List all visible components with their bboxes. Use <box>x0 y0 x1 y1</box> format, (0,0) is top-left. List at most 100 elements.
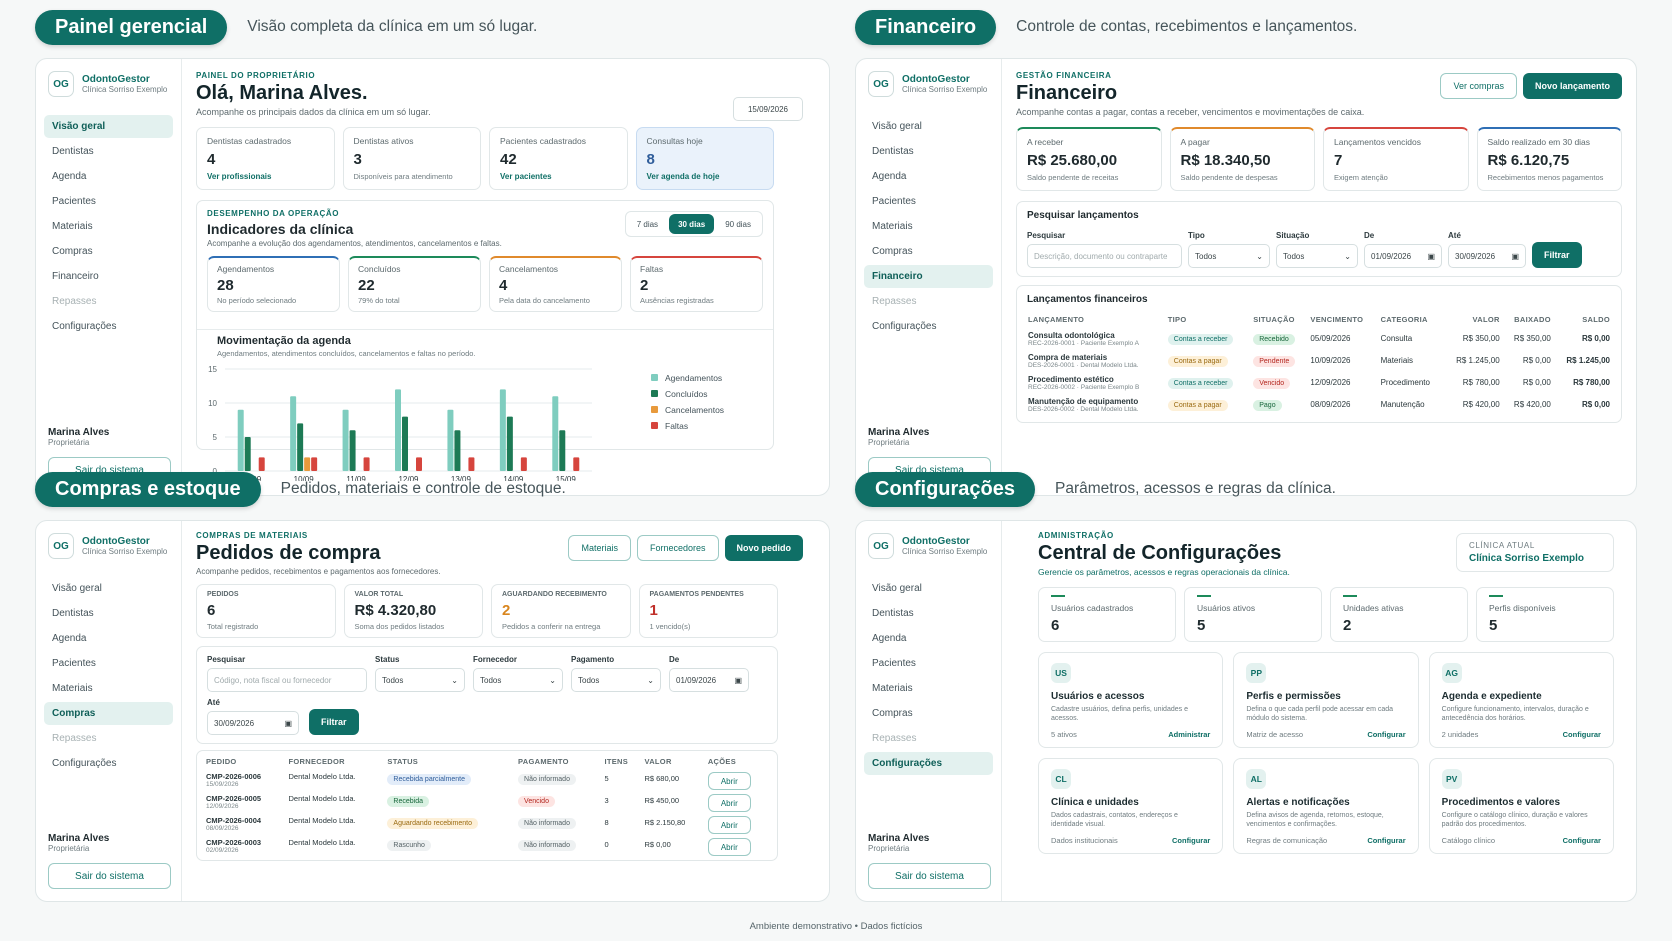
brand[interactable]: OG OdontoGestor Clínica Sorriso Exemplo <box>868 533 993 559</box>
settings-card[interactable]: US Usuários e acessos Cadastre usuários, d… <box>1038 652 1224 748</box>
settings-card[interactable]: PV Procedimentos e valores Configure o cat… <box>1428 758 1614 854</box>
sidebar-item[interactable]: Materiais <box>52 221 93 232</box>
kpi-label: PAGAMENTOS PENDENTES <box>649 591 744 598</box>
sidebar-item[interactable]: Pacientes <box>52 196 96 207</box>
settings-card-action[interactable]: Configurar <box>1367 836 1406 845</box>
table-row[interactable]: CMP-2026-0003 02/09/2026 Dental Modelo Ltd… <box>203 836 771 858</box>
sidebar-item[interactable]: Agenda <box>872 171 907 182</box>
status-select[interactable]: Todos ⌄ <box>375 668 465 692</box>
column-header: SITUAÇÃO <box>1253 315 1295 324</box>
new-entry-button[interactable]: Novo lançamento <box>1522 73 1622 99</box>
sidebar-item[interactable]: Agenda <box>52 171 87 182</box>
type-select[interactable]: Todos ⌄ <box>1188 244 1270 268</box>
from-date-input[interactable]: 01/09/2026 ▣ <box>669 668 749 692</box>
agenda-bar-chart: 05101509/0910/0911/0912/0913/0914/0915/0… <box>208 365 724 481</box>
sidebar-item[interactable]: Compras <box>872 708 913 719</box>
to-date-input[interactable]: 30/09/2026 ▣ <box>1448 244 1526 268</box>
sidebar-item[interactable]: Agenda <box>872 633 907 644</box>
open-order-button[interactable]: Abrir <box>707 794 751 812</box>
open-order-button[interactable]: Abrir <box>707 816 751 834</box>
sidebar-item[interactable]: Repasses <box>52 733 97 744</box>
sidebar-item[interactable]: Dentistas <box>52 608 94 619</box>
table-row[interactable]: CMP-2026-0004 08/09/2026 Dental Modelo Ltd… <box>203 814 771 836</box>
filter-button[interactable]: Filtrar <box>309 709 359 735</box>
brand[interactable]: OG OdontoGestor Clínica Sorriso Exemplo <box>868 71 993 97</box>
payment-select[interactable]: Todos ⌄ <box>571 668 661 692</box>
settings-card-action[interactable]: Administrar <box>1168 730 1211 739</box>
sidebar-item[interactable]: Visão geral <box>872 121 922 132</box>
table-row[interactable]: Procedimento estético REC-2026-0002 · Pac… <box>1025 372 1613 394</box>
search-input[interactable]: Descrição, documento ou contraparte <box>1027 244 1182 268</box>
purchase-table-panel: PEDIDO FORNECEDOR STATUS PAGAMENTO ITENS VALO… <box>196 750 778 861</box>
kpi-link[interactable]: Ver pacientes <box>500 172 552 181</box>
sidebar-item[interactable]: Configurações <box>52 321 117 332</box>
new-order-button[interactable]: Novo pedido <box>724 535 803 561</box>
range-7-button[interactable]: 7 dias <box>636 219 659 229</box>
sidebar-item[interactable]: Visão geral <box>44 115 173 138</box>
logout-button[interactable]: Sair do sistema <box>868 863 991 889</box>
kpi-link[interactable]: Ver agenda de hoje <box>646 172 720 181</box>
sidebar-item[interactable]: Materiais <box>872 683 913 694</box>
sidebar-item[interactable]: Pacientes <box>872 196 916 207</box>
settings-card[interactable]: AG Agenda e expediente Configure funcionam… <box>1428 652 1614 748</box>
range-90-button[interactable]: 90 dias <box>725 219 751 229</box>
sidebar-item[interactable]: Dentistas <box>872 608 914 619</box>
settings-card[interactable]: AL Alertas e notificações Defina avisos de… <box>1233 758 1419 854</box>
indicator-hint: No período selecionado <box>217 296 297 305</box>
to-date-input[interactable]: 30/09/2026 ▣ <box>207 711 299 735</box>
sidebar-item[interactable]: Visão geral <box>52 583 102 594</box>
sidebar-item[interactable]: Dentistas <box>52 146 94 157</box>
sidebar-item[interactable]: Pacientes <box>872 658 916 669</box>
sidebar-item[interactable]: Financeiro <box>52 271 99 282</box>
sidebar-item[interactable]: Financeiro <box>864 265 993 288</box>
bar-concluídos <box>402 416 408 471</box>
purchases-section: Compras e estoque Pedidos, materiais e c… <box>35 471 830 922</box>
brand-name: OdontoGestor <box>82 74 150 85</box>
search-input[interactable]: Código, nota fiscal ou fornecedor <box>207 668 367 692</box>
sidebar-item[interactable]: Compras <box>52 246 93 257</box>
sidebar-item[interactable]: Compras <box>44 702 173 725</box>
status-select[interactable]: Todos ⌄ <box>1276 244 1358 268</box>
settings-card[interactable]: PP Perfis e permissões Defina o que cada p… <box>1233 652 1419 748</box>
range-30-button[interactable]: 30 dias <box>669 214 715 234</box>
table-row[interactable]: Manutenção de equipamento DES-2026-0002 ·… <box>1025 394 1613 416</box>
main-content: PAINEL DO PROPRIETÁRIO Olá, Marina Alves… <box>182 59 829 495</box>
sidebar-item[interactable]: Pacientes <box>52 658 96 669</box>
supplier-select[interactable]: Todos ⌄ <box>473 668 563 692</box>
kpi-link[interactable]: Ver profissionais <box>207 172 272 181</box>
sidebar-item[interactable]: Visão geral <box>872 583 922 594</box>
sidebar-item[interactable]: Materiais <box>52 683 93 694</box>
settings-card-action[interactable]: Configurar <box>1562 836 1601 845</box>
brand[interactable]: OG OdontoGestor Clínica Sorriso Exemplo <box>48 71 173 97</box>
view-purchases-button[interactable]: Ver compras <box>1440 73 1517 99</box>
sidebar-item[interactable]: Dentistas <box>872 146 914 157</box>
logout-button[interactable]: Sair do sistema <box>48 863 171 889</box>
table-row[interactable]: CMP-2026-0005 12/09/2026 Dental Modelo Ltd… <box>203 792 771 814</box>
from-date-input[interactable]: 01/09/2026 ▣ <box>1364 244 1442 268</box>
sidebar-item[interactable]: Agenda <box>52 633 87 644</box>
table-row[interactable]: Compra de materiais DES-2026-0001 · Denta… <box>1025 350 1613 372</box>
table-row[interactable]: CMP-2026-0006 15/09/2026 Dental Modelo Ltd… <box>203 770 771 792</box>
sidebar-item[interactable]: Configurações <box>864 752 993 775</box>
sidebar-item[interactable]: Materiais <box>872 221 913 232</box>
date-display[interactable]: 15/09/2026 <box>733 97 803 121</box>
settings-card[interactable]: CL Clínica e unidades Dados cadastrais, co… <box>1038 758 1224 854</box>
table-row[interactable]: Consulta odontológica REC-2026-0001 · Pac… <box>1025 328 1613 350</box>
open-order-button[interactable]: Abrir <box>707 838 751 856</box>
materials-button[interactable]: Materiais <box>568 535 631 561</box>
sidebar-item[interactable]: Compras <box>872 246 913 257</box>
suppliers-button[interactable]: Fornecedores <box>636 535 719 561</box>
filter-button[interactable]: Filtrar <box>1532 242 1582 268</box>
settings-card-action[interactable]: Configurar <box>1367 730 1406 739</box>
sidebar-item[interactable]: Configurações <box>872 321 937 332</box>
sidebar-item[interactable]: Repasses <box>872 733 917 744</box>
settings-card-action[interactable]: Configurar <box>1562 730 1601 739</box>
kpi-value: 6 <box>207 602 216 619</box>
brand[interactable]: OG OdontoGestor Clínica Sorriso Exemplo <box>48 533 173 559</box>
sidebar-item[interactable]: Configurações <box>52 758 117 769</box>
entry-ref: DES-2026-0002 · Dental Modelo Ltda. <box>1028 406 1139 413</box>
settings-card-action[interactable]: Configurar <box>1171 836 1211 845</box>
sidebar-item[interactable]: Repasses <box>872 296 917 307</box>
sidebar-item[interactable]: Repasses <box>52 296 97 307</box>
open-order-button[interactable]: Abrir <box>707 772 751 790</box>
